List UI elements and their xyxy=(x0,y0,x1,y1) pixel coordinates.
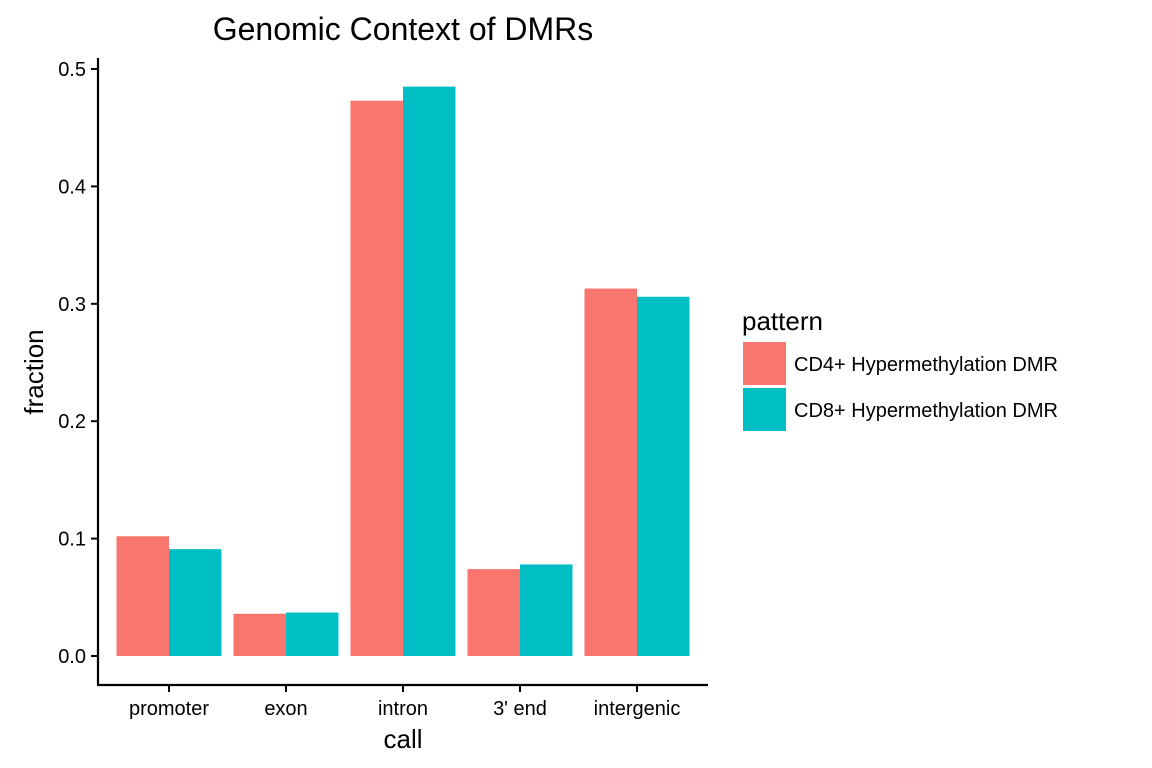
legend-title: pattern xyxy=(742,306,823,336)
legend-key xyxy=(743,342,786,385)
bar xyxy=(169,549,222,656)
legend-label: CD4+ Hypermethylation DMR xyxy=(794,354,1058,376)
x-tick-label: promoter xyxy=(129,698,209,720)
y-tick-label: 0.2 xyxy=(58,411,86,433)
bar xyxy=(520,564,573,656)
bar xyxy=(286,612,339,656)
x-axis-title: call xyxy=(383,724,422,754)
y-tick-label: 0.4 xyxy=(58,176,86,198)
bar xyxy=(403,86,456,657)
x-tick-label: 3' end xyxy=(493,698,547,720)
x-tick-label: intron xyxy=(378,698,428,720)
legend: pattern CD4+ Hypermethylation DMR CD8+ Hy… xyxy=(742,306,1058,431)
bar xyxy=(637,296,690,656)
x-ticks-group: promoter exon intron 3' end intergenic xyxy=(129,685,680,720)
bar xyxy=(350,100,403,656)
y-tick-label: 0.0 xyxy=(58,646,86,668)
legend-key xyxy=(743,388,786,431)
bars-group xyxy=(116,86,690,657)
bar xyxy=(116,536,169,656)
chart-title: Genomic Context of DMRs xyxy=(213,11,594,47)
bar xyxy=(467,569,520,656)
x-tick-label: exon xyxy=(264,698,307,720)
y-axis-title: fraction xyxy=(19,329,49,414)
y-ticks-group: 0.0 0.1 0.2 0.3 0.4 0.5 xyxy=(58,59,98,668)
legend-label: CD8+ Hypermethylation DMR xyxy=(794,400,1058,422)
y-tick-label: 0.1 xyxy=(58,529,86,551)
x-tick-label: intergenic xyxy=(594,698,681,720)
y-tick-label: 0.5 xyxy=(58,59,86,81)
bar xyxy=(233,613,286,656)
legend-items: CD4+ Hypermethylation DMR CD8+ Hypermethy… xyxy=(743,342,1058,431)
bar xyxy=(584,288,637,656)
y-tick-label: 0.3 xyxy=(58,294,86,316)
